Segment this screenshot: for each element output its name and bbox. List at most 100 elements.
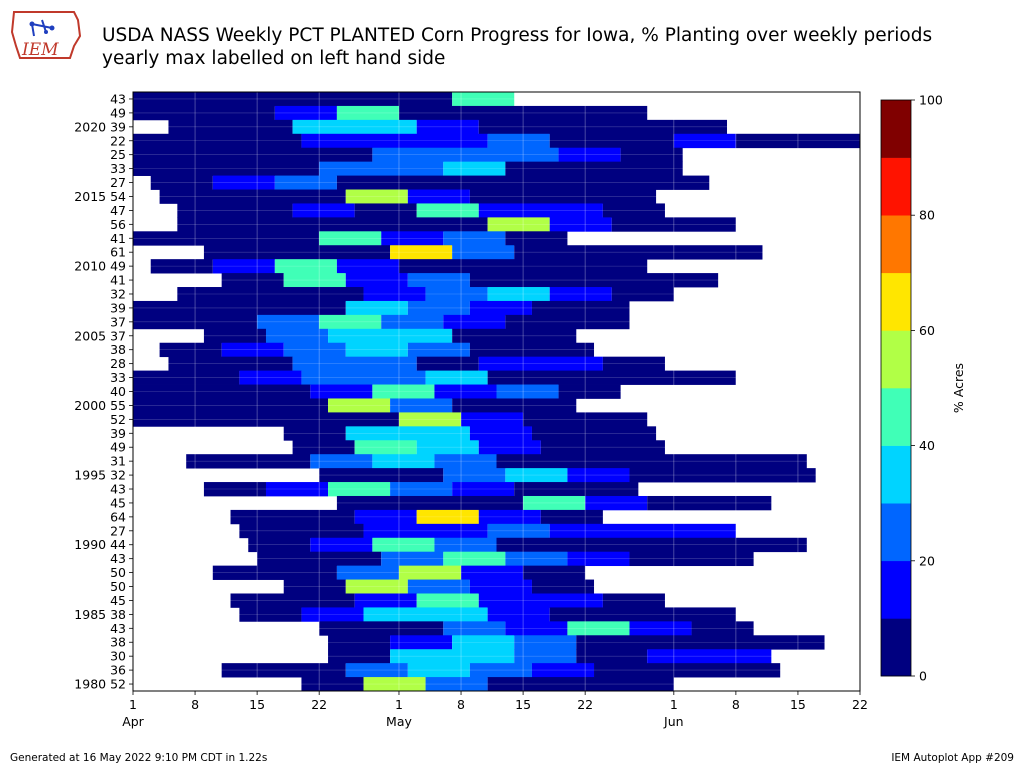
cell-1984 <box>691 621 754 636</box>
cell-1981 <box>345 663 408 678</box>
cell-2012 <box>443 231 506 246</box>
cell-1994 <box>328 482 391 497</box>
cell-2016 <box>274 175 337 190</box>
cell-1987 <box>345 579 408 594</box>
cell-1984 <box>567 621 630 636</box>
cell-2017 <box>443 161 506 176</box>
cell-2005 <box>265 328 329 344</box>
cell-1992 <box>230 509 355 525</box>
app-credit: IEM Autoplot App #209 <box>891 752 1014 764</box>
cell-2001 <box>310 384 373 399</box>
y-tick-label: 1995 32 <box>74 468 126 483</box>
cell-2020 <box>292 119 417 135</box>
cell-2013 <box>549 217 612 232</box>
cell-1993 <box>523 495 586 511</box>
y-tick-label: 56 <box>110 217 126 232</box>
cell-2017 <box>505 161 683 176</box>
cell-2003 <box>292 356 417 371</box>
cell-2016 <box>336 175 710 190</box>
y-tick-label: 49 <box>110 440 126 455</box>
colorbar-tick-label: 80 <box>919 208 935 223</box>
cell-2002 <box>425 370 488 385</box>
cell-1997 <box>540 440 665 455</box>
cell-1985 <box>363 607 488 622</box>
cell-2010 <box>398 259 648 274</box>
y-tick-label: 27 <box>110 175 126 190</box>
y-tick-label: 41 <box>110 273 126 288</box>
cell-2017 <box>133 161 320 176</box>
y-tick-label: 41 <box>110 231 126 246</box>
cell-2012 <box>319 231 382 246</box>
x-tick-label: 8 <box>457 697 465 712</box>
y-tick-label: 45 <box>110 495 126 510</box>
cell-1982 <box>647 649 772 664</box>
cell-1991 <box>487 523 550 539</box>
y-tick-label: 39 <box>110 300 126 315</box>
cell-2017 <box>319 161 444 176</box>
y-tick-label: 33 <box>110 370 126 385</box>
cell-2020 <box>416 119 479 135</box>
x-tick-label: 22 <box>852 697 868 712</box>
cell-1991 <box>363 523 488 539</box>
cell-2004 <box>283 342 346 358</box>
y-tick-label: 1990 44 <box>74 537 126 552</box>
colorbar-frame <box>880 99 912 677</box>
y-tick-label: 25 <box>110 147 126 162</box>
cell-2014 <box>416 203 479 218</box>
cell-2014 <box>602 203 665 218</box>
cell-2019 <box>735 133 860 149</box>
y-tick-label: 1980 52 <box>74 677 126 692</box>
cell-2004 <box>159 342 222 358</box>
cell-1981 <box>221 663 346 678</box>
x-tick-label: 15 <box>790 697 806 712</box>
cell-1983 <box>390 635 453 650</box>
cell-1999 <box>398 412 462 427</box>
cell-2007 <box>531 300 630 316</box>
x-tick-label: 1 <box>395 697 403 712</box>
y-tick-label: 43 <box>110 482 126 497</box>
cell-1988 <box>212 565 337 580</box>
cell-1988 <box>461 565 524 580</box>
cell-2000 <box>133 398 329 413</box>
cell-1988 <box>336 565 399 580</box>
colorbar-bin <box>881 100 911 158</box>
y-tick-label: 31 <box>110 454 126 469</box>
cell-2009 <box>221 273 284 288</box>
cell-2020 <box>478 119 728 135</box>
cell-2018 <box>620 147 683 163</box>
x-tick-label: 22 <box>577 697 593 712</box>
cell-1984 <box>505 621 568 636</box>
iem-logo: IEM <box>8 6 88 66</box>
cell-2003 <box>478 356 603 371</box>
y-tick-label: 38 <box>110 342 126 357</box>
cell-2004 <box>469 342 595 358</box>
title-line-2: yearly max labelled on left hand side <box>102 48 446 69</box>
cell-1982 <box>576 649 648 664</box>
cell-2014 <box>354 203 417 218</box>
y-tick-label: 2010 49 <box>74 259 126 274</box>
cell-1995 <box>567 468 630 483</box>
cell-1994 <box>452 482 515 497</box>
cell-1994 <box>514 482 639 497</box>
cell-2002 <box>133 370 240 385</box>
cell-1988 <box>523 565 586 580</box>
colorbar-bin <box>881 157 911 216</box>
cell-2008 <box>177 287 364 302</box>
cell-1990 <box>434 537 497 553</box>
cell-2001 <box>558 384 621 399</box>
cell-2004 <box>221 342 284 358</box>
cell-2007 <box>133 300 346 316</box>
cell-1981 <box>594 663 781 678</box>
cell-2006 <box>257 314 320 330</box>
cell-1990 <box>496 537 807 553</box>
y-tick-label: 36 <box>110 663 126 678</box>
cell-1989 <box>629 551 754 567</box>
cell-1984 <box>443 621 506 636</box>
cell-1994 <box>390 482 453 497</box>
colorbar-bin <box>881 618 911 677</box>
cell-1980 <box>487 677 674 692</box>
cell-2003 <box>168 356 293 371</box>
cell-1982 <box>328 649 391 664</box>
